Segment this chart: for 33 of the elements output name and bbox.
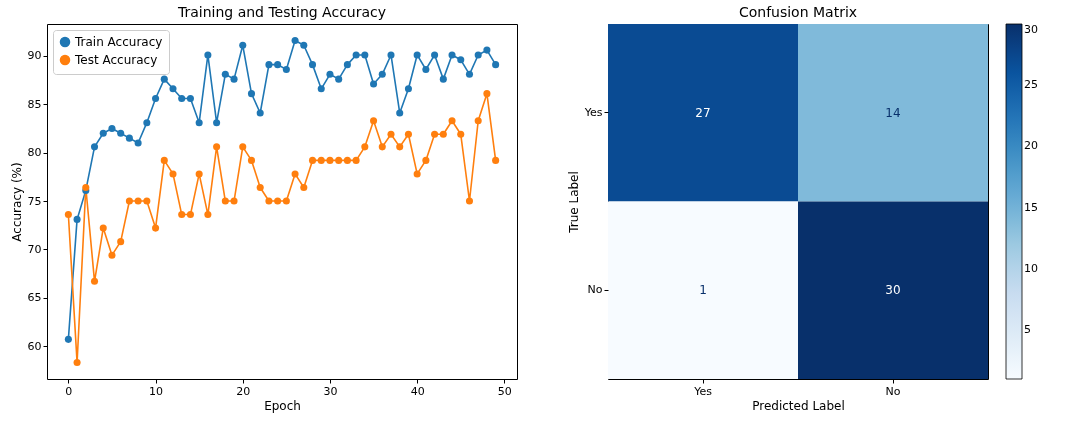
x-tick-label: 0	[65, 384, 73, 398]
y-tick-label: 90	[27, 49, 42, 63]
data-label: 1	[699, 283, 707, 298]
x-tick-label: 20	[236, 384, 251, 398]
y-axis-title: Accuracy (%)	[9, 162, 24, 242]
y-tick-label: 60	[27, 339, 42, 353]
color-bar-label: 20	[1024, 139, 1038, 153]
x-axis-title: Epoch	[264, 398, 301, 413]
data-label: 30	[885, 283, 901, 298]
legend-label: Test Accuracy	[74, 53, 158, 67]
data-label: 27	[695, 105, 711, 120]
color-bar-label: 5	[1024, 323, 1031, 337]
x-tick-label: No	[885, 384, 901, 398]
color-bar-label: 10	[1024, 261, 1038, 275]
y-tick-label: 85	[27, 97, 42, 111]
y-tick-label: 65	[27, 291, 42, 305]
y-axis-title: True Label	[566, 171, 581, 234]
x-axis-title: Predicted Label	[752, 398, 845, 413]
x-tick-label: 50	[497, 384, 512, 398]
x-tick-label: 30	[323, 384, 338, 398]
color-bar-label: 30	[1024, 23, 1038, 36]
x-tick-label: 40	[410, 384, 425, 398]
y-tick-label: 80	[27, 146, 42, 160]
x-tick-label: 10	[149, 384, 164, 398]
x-tick-label: Yes	[693, 384, 713, 398]
chart-title: Training and Testing Accuracy	[176, 4, 387, 20]
color-bar-label: 15	[1024, 200, 1038, 214]
color-bar-label: 25	[1024, 78, 1038, 92]
y-tick-label: 70	[27, 242, 42, 256]
data-label: 14	[885, 105, 901, 120]
y-tick-label: 75	[27, 194, 42, 208]
chart-title: Confusion Matrix	[738, 4, 858, 20]
legend-label: Train Accuracy	[74, 35, 163, 49]
